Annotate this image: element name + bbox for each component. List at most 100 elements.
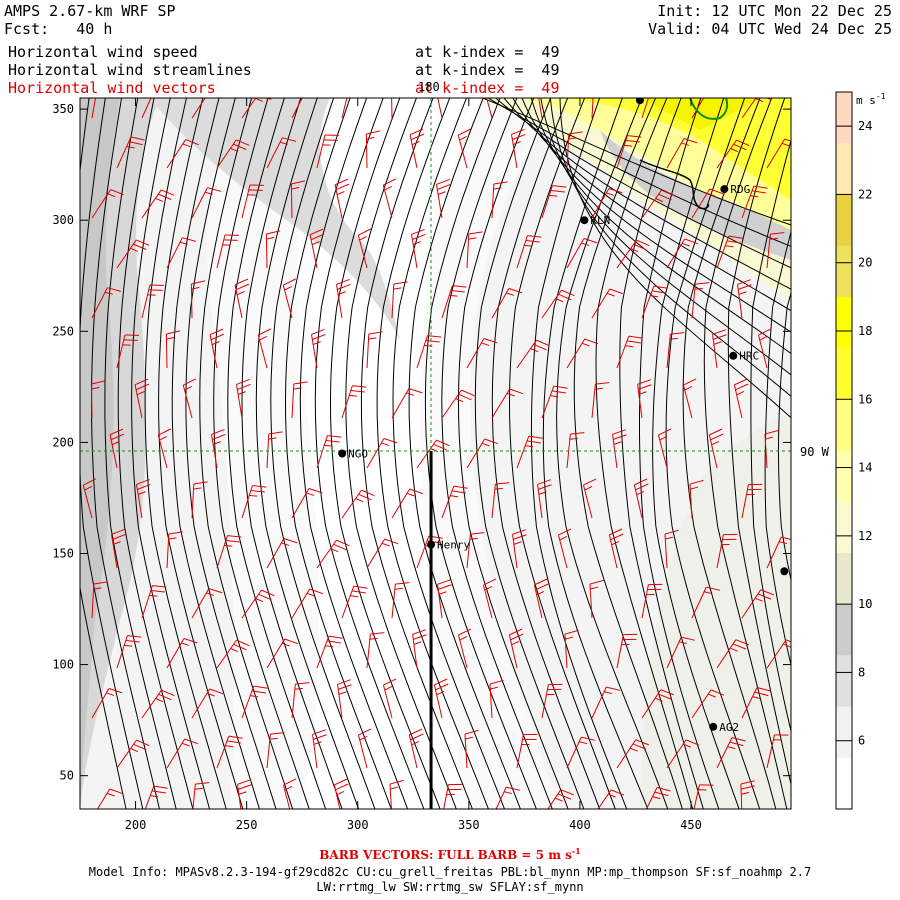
wind-barb-flag xyxy=(325,439,340,443)
wind-barb xyxy=(457,135,468,169)
wind-barb-flag xyxy=(458,128,471,136)
wind-barb xyxy=(311,334,318,369)
wind-barb xyxy=(641,689,662,719)
wind-barb-flag xyxy=(158,693,172,701)
wind-barb-flag xyxy=(310,233,325,241)
wind-barb-flag xyxy=(250,695,259,698)
wind-barb-flag xyxy=(391,81,405,84)
wind-barb-flag xyxy=(293,381,308,385)
wind-barb-flag xyxy=(110,433,125,441)
wind-barb-flag xyxy=(312,333,326,340)
wind-barb-flag xyxy=(168,537,177,540)
wind-barb xyxy=(266,538,285,569)
stations: NGO Henry KLN RDG HRC AG2 xyxy=(338,98,789,734)
wind-barb xyxy=(657,434,668,469)
wind-barb-flag xyxy=(594,88,602,89)
wind-barb-flag xyxy=(465,736,474,740)
wind-barb-flag xyxy=(369,637,378,640)
wind-barb-flag xyxy=(594,387,603,390)
wind-barb-flag xyxy=(483,338,498,344)
colorbar-label-10: 10 xyxy=(858,597,872,611)
wind-barb-flag xyxy=(610,789,625,796)
wind-barb xyxy=(241,685,255,719)
wind-barb-flag xyxy=(561,289,575,297)
wind-barb xyxy=(266,137,283,169)
streamline xyxy=(171,98,260,809)
streamline xyxy=(270,98,376,809)
wind-barb-flag xyxy=(581,242,590,246)
wind-barb-flag xyxy=(709,428,723,436)
wind-barb-flag xyxy=(513,534,527,540)
wind-barb xyxy=(316,435,328,469)
wind-barb-flag xyxy=(161,689,175,697)
wind-barb-flag xyxy=(194,787,203,790)
streamline xyxy=(329,98,441,809)
station-marker xyxy=(580,216,589,225)
wind-barb-flag xyxy=(708,693,716,698)
wind-barb-flag xyxy=(306,492,315,496)
streamline xyxy=(441,98,553,809)
wind-barb xyxy=(266,638,286,669)
wind-barb-flag xyxy=(711,441,720,446)
x-tick-label-300: 300 xyxy=(347,818,369,832)
wind-barb-flag xyxy=(512,141,521,145)
wind-barb-flag xyxy=(581,342,590,347)
wind-barb-flag xyxy=(212,441,221,445)
colorbar-segment xyxy=(836,450,852,503)
station-marker xyxy=(720,185,729,194)
wind-barb-flag xyxy=(683,743,691,748)
wind-barb-flag xyxy=(168,531,183,535)
wind-barb xyxy=(291,488,310,519)
streamline xyxy=(703,98,788,809)
wind-barb-flag xyxy=(383,438,398,444)
wind-barb-flag xyxy=(493,181,508,185)
wind-barb-flag xyxy=(338,691,347,695)
barb-note-text: BARB VECTORS: FULL BARB = 5 m s xyxy=(319,848,572,862)
wind-barb xyxy=(216,639,237,669)
wind-barb-flag xyxy=(437,579,451,585)
wind-barb-flag xyxy=(628,335,643,339)
wind-barb-flag xyxy=(704,591,713,595)
wind-barb-flag xyxy=(337,291,346,295)
wind-barb-flag xyxy=(764,429,779,435)
streamline xyxy=(652,98,740,809)
wind-barb-flag xyxy=(208,94,215,97)
wind-barb-flag xyxy=(225,539,240,543)
colorbar-segment xyxy=(836,143,852,195)
wind-barb-flag xyxy=(328,635,343,639)
wind-barb xyxy=(641,285,655,319)
wind-barb-flag xyxy=(230,147,239,152)
wind-barb-flag xyxy=(549,194,558,197)
wind-barb-flag xyxy=(182,237,197,242)
wind-barb-flag xyxy=(351,590,366,594)
wind-barb-flag xyxy=(638,384,652,390)
wind-barb-flag xyxy=(224,544,233,547)
wind-barb-flag xyxy=(104,291,113,295)
wind-barb-flag xyxy=(634,478,648,486)
wind-barb xyxy=(309,234,318,269)
wind-barb xyxy=(416,335,428,369)
wind-barb-flag xyxy=(658,428,672,436)
wind-barb-flag xyxy=(608,793,616,798)
station-label: Henry xyxy=(437,539,470,552)
station-label: RDG xyxy=(730,183,750,196)
wind-barb xyxy=(716,235,730,269)
colorbar-label-8: 8 xyxy=(858,665,865,679)
wind-barb-flag xyxy=(237,391,246,395)
wind-barb-flag xyxy=(681,142,690,146)
wind-barb xyxy=(409,134,418,169)
wind-barb xyxy=(538,98,543,119)
wind-barb xyxy=(291,684,296,719)
wind-barb-flag xyxy=(137,483,151,490)
wind-barb-flag xyxy=(670,332,685,335)
wind-barb xyxy=(190,283,193,319)
right-meridian-label: 90 W xyxy=(800,445,830,459)
wind-barb-flag xyxy=(135,383,150,391)
wind-barb-flag xyxy=(649,95,657,96)
wind-barb xyxy=(157,435,168,469)
wind-barb-flag xyxy=(750,195,759,198)
wind-barb xyxy=(691,98,705,119)
colorbar-segment xyxy=(836,604,852,656)
wind-barb-flag xyxy=(630,248,639,253)
